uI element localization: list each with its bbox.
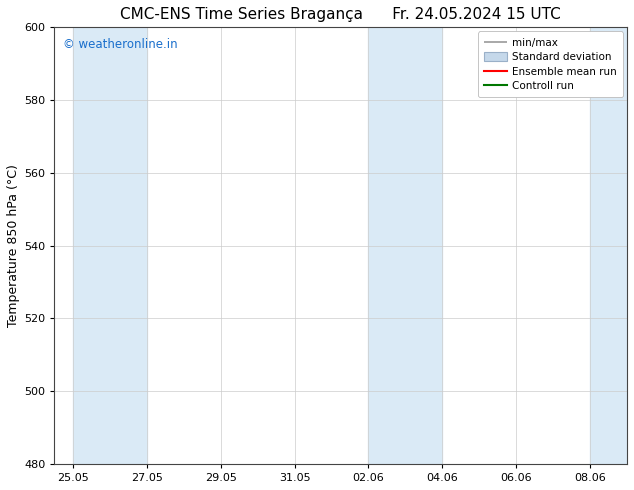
Title: CMC-ENS Time Series Bragança      Fr. 24.05.2024 15 UTC: CMC-ENS Time Series Bragança Fr. 24.05.2… — [120, 7, 561, 22]
Legend: min/max, Standard deviation, Ensemble mean run, Controll run: min/max, Standard deviation, Ensemble me… — [477, 31, 623, 98]
Bar — [368, 27, 443, 464]
Text: © weatheronline.in: © weatheronline.in — [63, 38, 178, 51]
Bar — [73, 27, 146, 464]
Y-axis label: Temperature 850 hPa (°C): Temperature 850 hPa (°C) — [7, 164, 20, 327]
Bar — [590, 27, 627, 464]
